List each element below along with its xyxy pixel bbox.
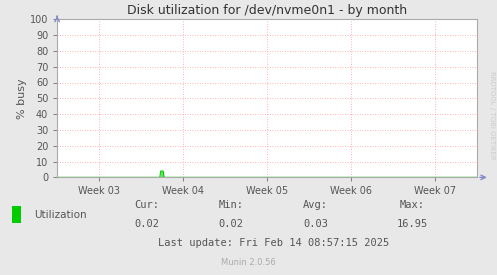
Text: Max:: Max: (400, 200, 425, 210)
Y-axis label: % busy: % busy (17, 78, 27, 119)
Text: 16.95: 16.95 (397, 219, 428, 229)
Text: Last update: Fri Feb 14 08:57:15 2025: Last update: Fri Feb 14 08:57:15 2025 (158, 238, 389, 248)
Text: Utilization: Utilization (34, 210, 86, 219)
Title: Disk utilization for /dev/nvme0n1 - by month: Disk utilization for /dev/nvme0n1 - by m… (127, 4, 407, 17)
Text: Avg:: Avg: (303, 200, 328, 210)
Text: RRDTOOL / TOBI OETIKER: RRDTOOL / TOBI OETIKER (489, 71, 495, 160)
Text: 0.03: 0.03 (303, 219, 328, 229)
Text: 0.02: 0.02 (219, 219, 244, 229)
Text: 0.02: 0.02 (134, 219, 159, 229)
Text: Cur:: Cur: (134, 200, 159, 210)
Text: Min:: Min: (219, 200, 244, 210)
Text: Munin 2.0.56: Munin 2.0.56 (221, 258, 276, 267)
